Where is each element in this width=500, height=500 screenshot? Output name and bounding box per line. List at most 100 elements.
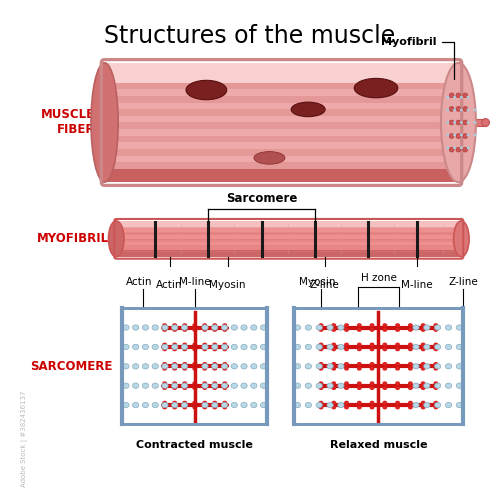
Ellipse shape bbox=[354, 78, 398, 98]
Ellipse shape bbox=[327, 364, 333, 369]
Ellipse shape bbox=[474, 108, 476, 112]
Ellipse shape bbox=[222, 344, 228, 350]
Ellipse shape bbox=[162, 386, 167, 390]
Ellipse shape bbox=[172, 406, 177, 409]
Ellipse shape bbox=[316, 344, 322, 350]
Ellipse shape bbox=[142, 383, 148, 388]
Ellipse shape bbox=[231, 364, 237, 369]
Ellipse shape bbox=[420, 406, 426, 409]
Bar bbox=[104, 70, 459, 76]
Ellipse shape bbox=[395, 406, 400, 409]
Ellipse shape bbox=[192, 406, 197, 409]
Bar bbox=[104, 149, 459, 156]
Ellipse shape bbox=[446, 383, 452, 388]
Ellipse shape bbox=[327, 325, 333, 330]
Ellipse shape bbox=[222, 367, 227, 370]
Ellipse shape bbox=[182, 325, 188, 330]
Bar bbox=[116, 250, 462, 253]
Ellipse shape bbox=[446, 121, 449, 124]
Ellipse shape bbox=[202, 383, 208, 388]
Ellipse shape bbox=[408, 328, 413, 332]
Ellipse shape bbox=[192, 348, 197, 352]
Text: Actin: Actin bbox=[126, 277, 152, 287]
Ellipse shape bbox=[332, 406, 336, 409]
Ellipse shape bbox=[202, 325, 208, 330]
Ellipse shape bbox=[344, 400, 349, 404]
Ellipse shape bbox=[370, 328, 374, 332]
Ellipse shape bbox=[357, 367, 362, 370]
Ellipse shape bbox=[294, 383, 300, 388]
Ellipse shape bbox=[152, 344, 158, 350]
Ellipse shape bbox=[222, 386, 227, 390]
Ellipse shape bbox=[370, 342, 374, 346]
Ellipse shape bbox=[241, 325, 247, 330]
Bar bbox=[116, 221, 462, 224]
Bar bbox=[104, 109, 459, 116]
Bar bbox=[116, 235, 462, 239]
Ellipse shape bbox=[395, 367, 400, 370]
Ellipse shape bbox=[413, 402, 419, 407]
Text: Myosin: Myosin bbox=[210, 280, 246, 290]
Ellipse shape bbox=[162, 400, 167, 404]
Ellipse shape bbox=[357, 362, 362, 366]
Ellipse shape bbox=[182, 323, 187, 327]
Ellipse shape bbox=[172, 386, 177, 390]
Ellipse shape bbox=[357, 382, 362, 385]
Ellipse shape bbox=[152, 402, 158, 407]
Ellipse shape bbox=[357, 386, 362, 390]
Ellipse shape bbox=[172, 402, 178, 407]
Ellipse shape bbox=[192, 328, 197, 332]
Ellipse shape bbox=[162, 382, 167, 385]
Ellipse shape bbox=[463, 120, 468, 125]
Ellipse shape bbox=[231, 344, 237, 350]
Ellipse shape bbox=[231, 383, 237, 388]
Ellipse shape bbox=[305, 383, 312, 388]
Ellipse shape bbox=[344, 362, 349, 366]
Ellipse shape bbox=[123, 344, 129, 350]
Bar bbox=[104, 96, 459, 102]
Ellipse shape bbox=[408, 382, 413, 385]
Ellipse shape bbox=[212, 342, 217, 346]
Ellipse shape bbox=[338, 325, 344, 330]
Ellipse shape bbox=[182, 342, 187, 346]
Bar bbox=[104, 63, 459, 70]
Ellipse shape bbox=[474, 134, 476, 136]
Ellipse shape bbox=[318, 328, 324, 332]
Bar bbox=[104, 156, 459, 162]
Ellipse shape bbox=[434, 364, 441, 369]
Ellipse shape bbox=[202, 344, 208, 350]
Ellipse shape bbox=[172, 383, 178, 388]
Text: Z-line: Z-line bbox=[310, 280, 340, 290]
Ellipse shape bbox=[192, 342, 197, 346]
Ellipse shape bbox=[357, 406, 362, 409]
Ellipse shape bbox=[305, 402, 312, 407]
Ellipse shape bbox=[453, 108, 456, 112]
Ellipse shape bbox=[474, 121, 476, 124]
Ellipse shape bbox=[202, 323, 207, 327]
Text: M-line: M-line bbox=[401, 280, 432, 290]
Ellipse shape bbox=[318, 406, 324, 409]
Ellipse shape bbox=[408, 406, 413, 409]
Ellipse shape bbox=[434, 344, 441, 350]
Ellipse shape bbox=[413, 325, 419, 330]
Ellipse shape bbox=[250, 325, 257, 330]
Ellipse shape bbox=[241, 383, 247, 388]
Ellipse shape bbox=[162, 344, 168, 350]
Ellipse shape bbox=[382, 406, 387, 409]
Ellipse shape bbox=[463, 93, 468, 98]
Ellipse shape bbox=[446, 402, 452, 407]
Ellipse shape bbox=[192, 386, 197, 390]
Ellipse shape bbox=[212, 323, 217, 327]
Ellipse shape bbox=[162, 367, 167, 370]
Ellipse shape bbox=[212, 406, 217, 409]
Ellipse shape bbox=[291, 102, 325, 117]
Ellipse shape bbox=[202, 342, 207, 346]
Ellipse shape bbox=[332, 367, 336, 370]
Ellipse shape bbox=[123, 364, 129, 369]
Ellipse shape bbox=[316, 325, 322, 330]
Ellipse shape bbox=[395, 382, 400, 385]
Bar bbox=[104, 162, 459, 169]
Ellipse shape bbox=[142, 344, 148, 350]
Ellipse shape bbox=[434, 383, 441, 388]
Ellipse shape bbox=[420, 362, 426, 366]
